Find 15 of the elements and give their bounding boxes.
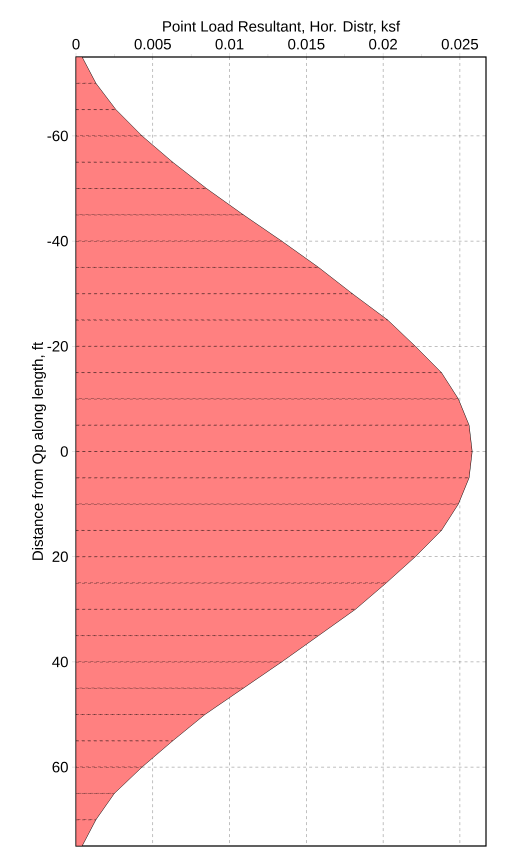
x-tick-label: 0.015 — [288, 38, 324, 50]
y-tick-label: -20 — [47, 340, 68, 352]
x-tick-label: 0.02 — [369, 38, 397, 50]
x-tick-label: 0.025 — [442, 38, 478, 50]
y-tick-label: -40 — [47, 236, 68, 246]
y-tick-label: 0 — [60, 446, 68, 457]
y-axis-title: Distance from Qp along length, ft — [32, 342, 46, 560]
y-tick-label: 60 — [52, 762, 68, 772]
x-tick-label: 0.005 — [134, 38, 171, 50]
x-tick-label: 0.01 — [216, 38, 244, 50]
y-tick-label: -60 — [47, 130, 68, 142]
y-tick-label: 20 — [52, 551, 68, 562]
y-tick-label: 40 — [52, 656, 68, 668]
x-axis-title: Point Load Resultant, Hor. Distr, ksf — [163, 20, 400, 34]
x-tick-label: 0 — [72, 38, 80, 50]
